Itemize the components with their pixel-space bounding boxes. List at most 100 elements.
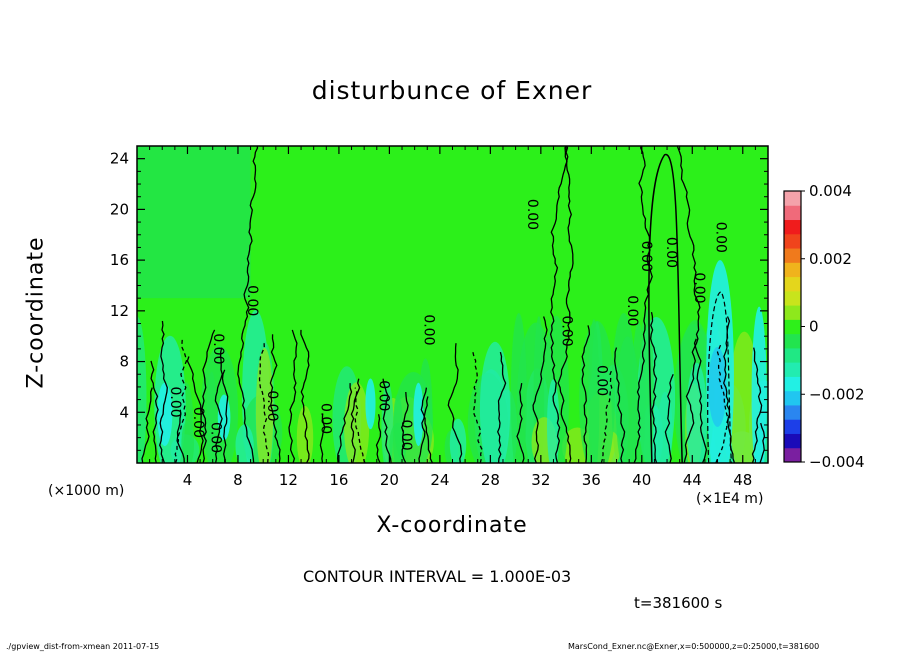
contour-line bbox=[141, 387, 153, 463]
time-label: t=381600 s bbox=[634, 594, 723, 612]
contour-line bbox=[176, 409, 185, 463]
x-tick-label: 32 bbox=[531, 471, 550, 489]
contour-label: 0.00 bbox=[190, 407, 206, 438]
contour-line bbox=[221, 369, 229, 463]
contour-line bbox=[319, 414, 326, 463]
x-tick-label: 12 bbox=[279, 471, 298, 489]
x-tick-label: 40 bbox=[632, 471, 651, 489]
contour-line bbox=[496, 351, 507, 463]
contour-line bbox=[707, 291, 733, 463]
contour-line bbox=[214, 347, 223, 463]
field-patch bbox=[137, 146, 251, 299]
field-patch bbox=[365, 378, 376, 430]
colorbar-swatch bbox=[784, 319, 801, 335]
contour-line bbox=[420, 387, 434, 463]
contour-label: 0.00 bbox=[663, 237, 679, 268]
colorbar-swatch bbox=[784, 248, 801, 263]
x-unit-label: (×1000 m) bbox=[48, 483, 125, 499]
contour-line bbox=[159, 320, 168, 463]
contour-line bbox=[664, 373, 674, 463]
contour-line bbox=[447, 343, 463, 463]
field-patch bbox=[344, 382, 370, 463]
field-patch bbox=[413, 382, 424, 447]
contour-line bbox=[751, 347, 763, 463]
x-axis: 4 8 12 16 20 24 28 32 36 40 44 48 bbox=[149, 146, 756, 489]
contour-line bbox=[337, 383, 353, 463]
colorbar-swatch bbox=[784, 362, 801, 377]
contour-line bbox=[418, 396, 429, 463]
x-tick-label: 36 bbox=[582, 471, 601, 489]
field-patch bbox=[137, 316, 147, 463]
contour-label: 0.00 bbox=[558, 316, 574, 347]
footer-right: MarsCond_Exner.nc@Exner,x=0:500000,z=0:2… bbox=[568, 642, 820, 651]
contour-line bbox=[300, 329, 310, 463]
contour-line bbox=[150, 360, 159, 463]
contour-line bbox=[382, 378, 392, 463]
field-patch bbox=[510, 313, 527, 463]
colorbar-tick-label: 0.002 bbox=[809, 250, 852, 268]
contour-line bbox=[693, 338, 708, 463]
colorbar-swatch bbox=[784, 404, 801, 420]
contour-line bbox=[472, 351, 483, 463]
y-tick-label: 4 bbox=[119, 403, 129, 421]
colorbar-tick-label: −0.004 bbox=[809, 453, 865, 471]
colorbar-swatch bbox=[784, 390, 801, 406]
contour-line bbox=[614, 347, 626, 463]
contour-line bbox=[633, 146, 653, 463]
contour-label: 0.00 bbox=[167, 387, 183, 418]
x-scale-label: (×1E4 m) bbox=[696, 491, 764, 507]
colorbar-swatch bbox=[784, 347, 801, 363]
colorbar-tick-label: 0.004 bbox=[809, 182, 852, 200]
x-tick-label: 24 bbox=[430, 471, 449, 489]
colorbar-swatch bbox=[784, 419, 801, 434]
contour-label: 0.00 bbox=[398, 420, 414, 451]
field-patch bbox=[235, 424, 254, 463]
contour-label: 0.00 bbox=[375, 380, 391, 411]
contour-label: 0.00 bbox=[712, 222, 728, 253]
colorbar-swatch bbox=[784, 333, 801, 349]
field-patch bbox=[296, 405, 314, 463]
field-patch bbox=[479, 341, 511, 463]
chart-title: disturbunce of Exner bbox=[311, 76, 593, 105]
x-tick-label: 16 bbox=[329, 471, 348, 489]
contour-line bbox=[516, 383, 525, 463]
colorbar-swatch bbox=[784, 305, 801, 320]
colorbar-swatch bbox=[784, 276, 801, 292]
contour-label: 0.00 bbox=[691, 272, 707, 303]
contour-line bbox=[354, 387, 366, 463]
contour-line bbox=[581, 325, 591, 463]
colorbar-swatch bbox=[784, 205, 801, 221]
colorbar-swatch bbox=[784, 262, 801, 278]
colorbar-swatch bbox=[784, 376, 801, 392]
x-tick-label: 20 bbox=[380, 471, 399, 489]
colorbar-swatch bbox=[784, 433, 801, 449]
colorbar-tick-label: 0 bbox=[809, 318, 819, 336]
x-tick-label: 4 bbox=[183, 471, 193, 489]
contour-line bbox=[532, 316, 548, 463]
contour-line bbox=[715, 342, 729, 463]
contour-line bbox=[649, 311, 658, 463]
x-tick-label: 44 bbox=[683, 471, 702, 489]
contour-label: 0.00 bbox=[264, 390, 280, 421]
contour-line bbox=[269, 334, 281, 463]
footer-left: ./gpview_dist-from-xmean 2011-07-15 bbox=[6, 642, 160, 651]
contour-line bbox=[557, 146, 574, 463]
contour-line bbox=[759, 422, 766, 463]
contour-label: 0.00 bbox=[624, 295, 640, 326]
contour-line bbox=[186, 356, 204, 463]
colorbar-swatch bbox=[784, 233, 801, 249]
field-patch bbox=[686, 362, 708, 463]
contour-label: 0.00 bbox=[317, 403, 333, 434]
colorbar-swatch bbox=[784, 219, 801, 235]
contour-line bbox=[237, 146, 259, 463]
contour-line bbox=[648, 153, 683, 463]
plot-area: 0.00 0.00 0.00 0.00 0.00 0.00 0.00 0.00 0.00 0.00… bbox=[136, 145, 769, 464]
field-patch bbox=[708, 346, 727, 427]
y-tick-label: 24 bbox=[110, 150, 129, 168]
x-tick-label: 8 bbox=[233, 471, 243, 489]
x-axis-label: X-coordinate bbox=[376, 513, 528, 538]
y-tick-label: 8 bbox=[119, 353, 129, 371]
field-patch bbox=[181, 420, 194, 463]
contour-interval-note: CONTOUR INTERVAL = 1.000E-03 bbox=[303, 567, 572, 586]
